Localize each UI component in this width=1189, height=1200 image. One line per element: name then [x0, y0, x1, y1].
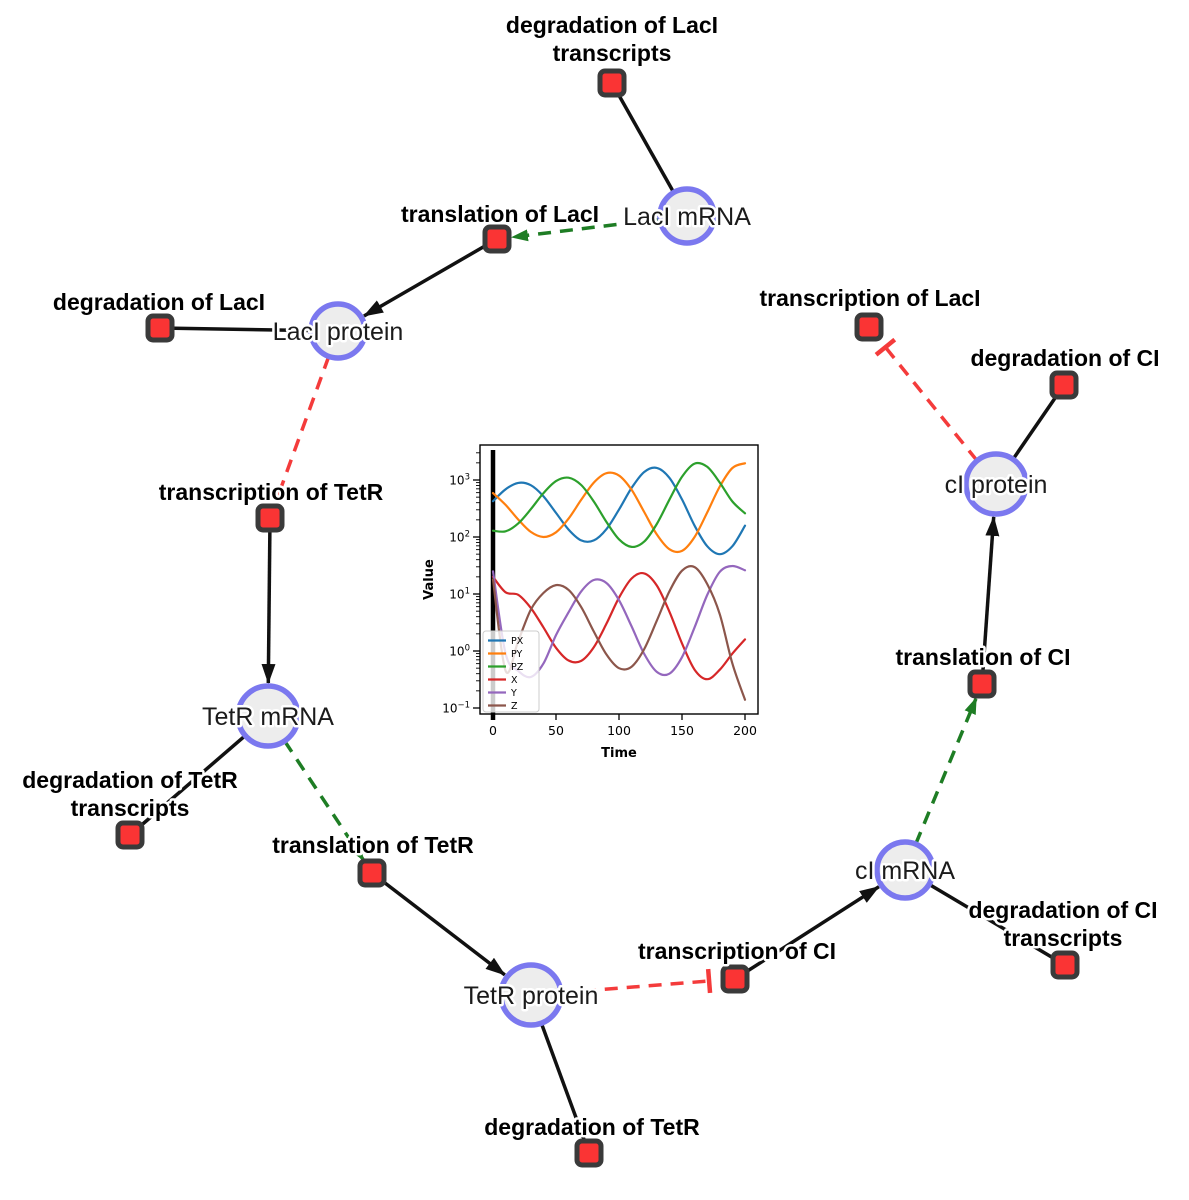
edge-consumption-ci_mrna-to-deg_ci_tx — [904, 868, 1066, 967]
x-tick-label: 50 — [548, 723, 564, 738]
species-node-tetr_mrna[interactable] — [235, 683, 301, 749]
x-tick-label: 100 — [607, 723, 631, 738]
reaction-label-deg_laci_tx-line1: transcripts — [553, 40, 672, 66]
legend-label-X: X — [511, 675, 518, 686]
reaction-node-txn_tetr[interactable] — [255, 503, 285, 533]
reaction-label-deg_laci-line0: degradation of LacI — [53, 289, 265, 315]
species-node-ci_protein[interactable] — [963, 451, 1029, 517]
edge-inhibition-laci_protein-to-txn_tetr — [266, 355, 331, 500]
edges-layer — [128, 82, 1066, 1154]
y-axis-title: Value — [422, 559, 437, 600]
edge-production-trans_laci-to-laci_protein — [363, 237, 498, 318]
reaction-label-trans_laci-line0: translation of LacI — [401, 201, 599, 227]
legend-label-Y: Y — [510, 688, 517, 699]
edge-production-txn_tetr-to-tetr_mrna — [261, 517, 276, 684]
y-tick-base: 10 — [449, 645, 464, 659]
species-label-laci_protein: LacI protein — [273, 318, 404, 346]
reaction-label-trans_tetr-line0: translation of TetR — [272, 832, 474, 858]
series-curves — [491, 461, 747, 701]
y-tick-label: 103 — [449, 473, 470, 488]
species-label-ci_mrna: cI mRNA — [855, 857, 955, 885]
y-tick-exponent: −1 — [457, 701, 470, 711]
reaction-label-txn_tetr-line0: transcription of TetR — [159, 479, 384, 505]
reaction-node-deg_laci_tx[interactable] — [597, 68, 627, 98]
reaction-label-deg_ci_tx-line0: degradation of CI — [968, 897, 1157, 923]
edge-activation-laci_mrna-to-trans_laci — [510, 217, 661, 242]
y-tick-base: 10 — [442, 702, 457, 716]
reaction-node-deg_tetr_tx[interactable] — [115, 820, 145, 850]
edge-inhibition-ci_protein-to-txn_laci — [874, 337, 979, 462]
reactions-layer: degradation of LacItranscriptstranslatio… — [20, 10, 1162, 1168]
species-node-tetr_protein[interactable] — [498, 962, 564, 1028]
reaction-label-deg_tetr_tx-line0: degradation of TetR — [22, 767, 238, 793]
x-tick-label: 200 — [733, 723, 757, 738]
reaction-node-deg_ci_tx[interactable] — [1050, 950, 1080, 980]
edge-activation-ci_mrna-to-trans_ci — [914, 696, 978, 845]
reaction-node-deg_laci[interactable] — [145, 313, 175, 343]
y-tick-label: 101 — [449, 587, 470, 602]
species-label-tetr_mrna: TetR mRNA — [202, 703, 334, 731]
y-tick-label: 10−1 — [442, 701, 470, 716]
species-node-ci_mrna[interactable] — [874, 839, 936, 901]
reaction-label-deg_tetr_tx-line1: transcripts — [71, 795, 190, 821]
reaction-node-txn_laci[interactable] — [854, 312, 884, 342]
y-tick-exponent: 2 — [465, 530, 470, 540]
series-line-PY — [491, 462, 747, 554]
y-tick-exponent: 1 — [465, 587, 470, 597]
reaction-node-trans_tetr[interactable] — [357, 858, 387, 888]
y-tick-exponent: 3 — [465, 473, 470, 483]
series-line-PZ — [491, 461, 747, 549]
y-tick-base: 10 — [449, 474, 464, 488]
species-label-laci_mrna: LacI mRNA — [623, 203, 751, 231]
reaction-node-txn_ci[interactable] — [720, 964, 750, 994]
edge-production-txn_ci-to-ci_mrna — [734, 885, 880, 981]
legend-label-PY: PY — [511, 649, 523, 660]
reaction-label-deg_ci_tx-line1: transcripts — [1004, 925, 1123, 951]
reaction-label-txn_ci-line0: transcription of CI — [638, 938, 836, 964]
y-tick-exponent: 0 — [465, 644, 470, 654]
species-label-tetr_protein: TetR protein — [464, 982, 599, 1010]
reaction-node-deg_ci[interactable] — [1049, 370, 1079, 400]
edge-inhibition-tetr_protein-to-txn_ci — [560, 968, 713, 995]
x-tick-label: 0 — [489, 723, 497, 738]
series-line-X — [491, 572, 747, 681]
reaction-label-txn_laci-line0: transcription of LacI — [759, 285, 980, 311]
edge-production-trans_ci-to-ci_protein — [980, 515, 1000, 685]
reaction-node-deg_tetr[interactable] — [574, 1138, 604, 1168]
y-tick-label: 102 — [449, 530, 470, 545]
reaction-label-deg_ci-line0: degradation of CI — [970, 345, 1159, 371]
reaction-label-deg_tetr-line0: degradation of TetR — [484, 1114, 700, 1140]
reaction-label-deg_laci_tx-line0: degradation of LacI — [506, 12, 718, 38]
series-line-PX — [491, 466, 747, 556]
edge-production-trans_tetr-to-tetr_protein — [370, 871, 506, 977]
legend: PX PY PZ XYZ — [482, 630, 540, 713]
legend-label-Z: Z — [511, 701, 518, 712]
x-tick-label: 150 — [670, 723, 694, 738]
y-tick-base: 10 — [449, 588, 464, 602]
reaction-label-trans_ci-line0: translation of CI — [895, 644, 1070, 670]
series-line-Z — [491, 565, 747, 701]
species-node-laci_mrna[interactable] — [657, 186, 717, 246]
reaction-node-trans_laci[interactable] — [482, 224, 512, 254]
edge-activation-tetr_mrna-to-trans_tetr — [283, 740, 365, 862]
reaction-node-trans_ci[interactable] — [967, 669, 997, 699]
species-label-ci_protein: cI protein — [945, 471, 1048, 499]
species-layer: LacI mRNA LacI protein TetR mRNA TetR prote… — [200, 186, 1050, 1028]
x-axis-title: Time — [601, 746, 637, 761]
species-node-laci_protein[interactable] — [308, 301, 368, 361]
y-tick-base: 10 — [449, 531, 464, 545]
legend-label-PZ: PZ — [511, 662, 524, 673]
simulation-plot: 0 50 100 150 20010310210110010−1TimeValuePXP… — [422, 444, 759, 761]
y-tick-label: 100 — [449, 644, 470, 659]
legend-label-PX: PX — [511, 636, 524, 647]
